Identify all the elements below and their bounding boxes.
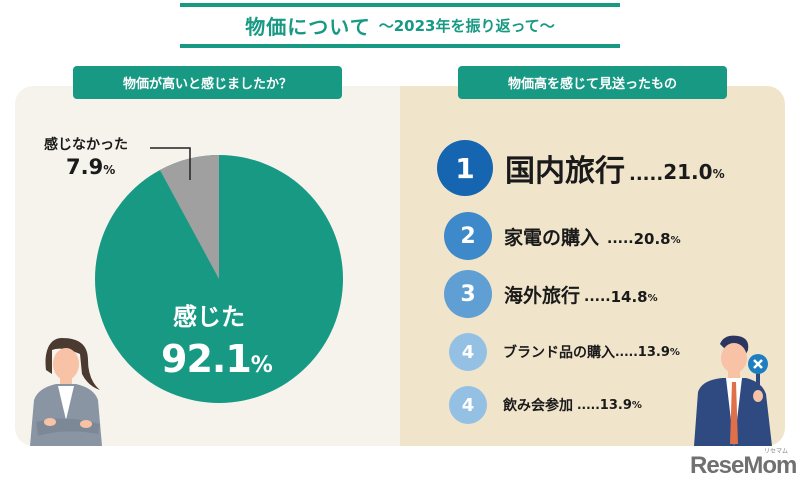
woman-figure-illustration <box>30 338 102 446</box>
left-panel-heading: 物価が高いと感じましたか？ <box>73 66 342 99</box>
pie-label-no: 感じなかった <box>44 137 128 153</box>
resemom-logo-ruby: リセマム <box>764 448 789 455</box>
rank-item-1: 1 国内旅行 ..... 21.0 % <box>437 140 725 196</box>
rank-badge-1: 1 <box>437 140 493 196</box>
rank-item-4b: 4 飲み会参加 ..... 13.9 % <box>449 386 642 424</box>
rank-item-4a: 4 ブランド品の購入 ..... 13.9 % <box>449 333 680 371</box>
pie-value-yes: 92.1% <box>161 337 273 381</box>
pie-value-no: 7.9% <box>66 155 116 179</box>
rank-badge-3: 3 <box>444 270 492 318</box>
right-panel-heading: 物価高を感じて見送ったもの <box>458 66 727 99</box>
page-title: 物価について <box>245 15 371 39</box>
rank-label: 国内旅行 <box>505 154 625 189</box>
rank-badge-2: 2 <box>444 212 492 260</box>
page-title-bar: 物価について ～2023年を振り返って～ <box>180 3 620 48</box>
rank-label: 家電の購入 <box>504 226 600 249</box>
rank-value: 20.8 <box>633 230 671 248</box>
rank-badge-4: 4 <box>449 386 487 424</box>
leader-line <box>150 147 191 180</box>
resemom-logo: ReseMom <box>690 452 797 479</box>
rank-label: 飲み会参加 <box>503 398 573 414</box>
rank-value: 14.8 <box>610 288 648 306</box>
page-subtitle: ～2023年を振り返って～ <box>378 17 555 35</box>
man-figure-illustration <box>694 335 772 446</box>
rank-item-2: 2 家電の購入 ..... 20.8 % <box>444 212 681 260</box>
pie-label-yes: 感じた <box>173 303 245 331</box>
rank-value: 21.0 <box>663 160 713 184</box>
rank-item-3: 3 海外旅行 ..... 14.8 % <box>444 270 658 318</box>
rank-badge-4: 4 <box>449 333 487 371</box>
rank-label: 海外旅行 <box>504 284 581 307</box>
rank-label: ブランド品の購入 <box>503 345 615 361</box>
rank-value: 13.9 <box>599 397 632 413</box>
pie-slice-no <box>159 155 219 279</box>
rank-value: 13.9 <box>637 344 670 360</box>
